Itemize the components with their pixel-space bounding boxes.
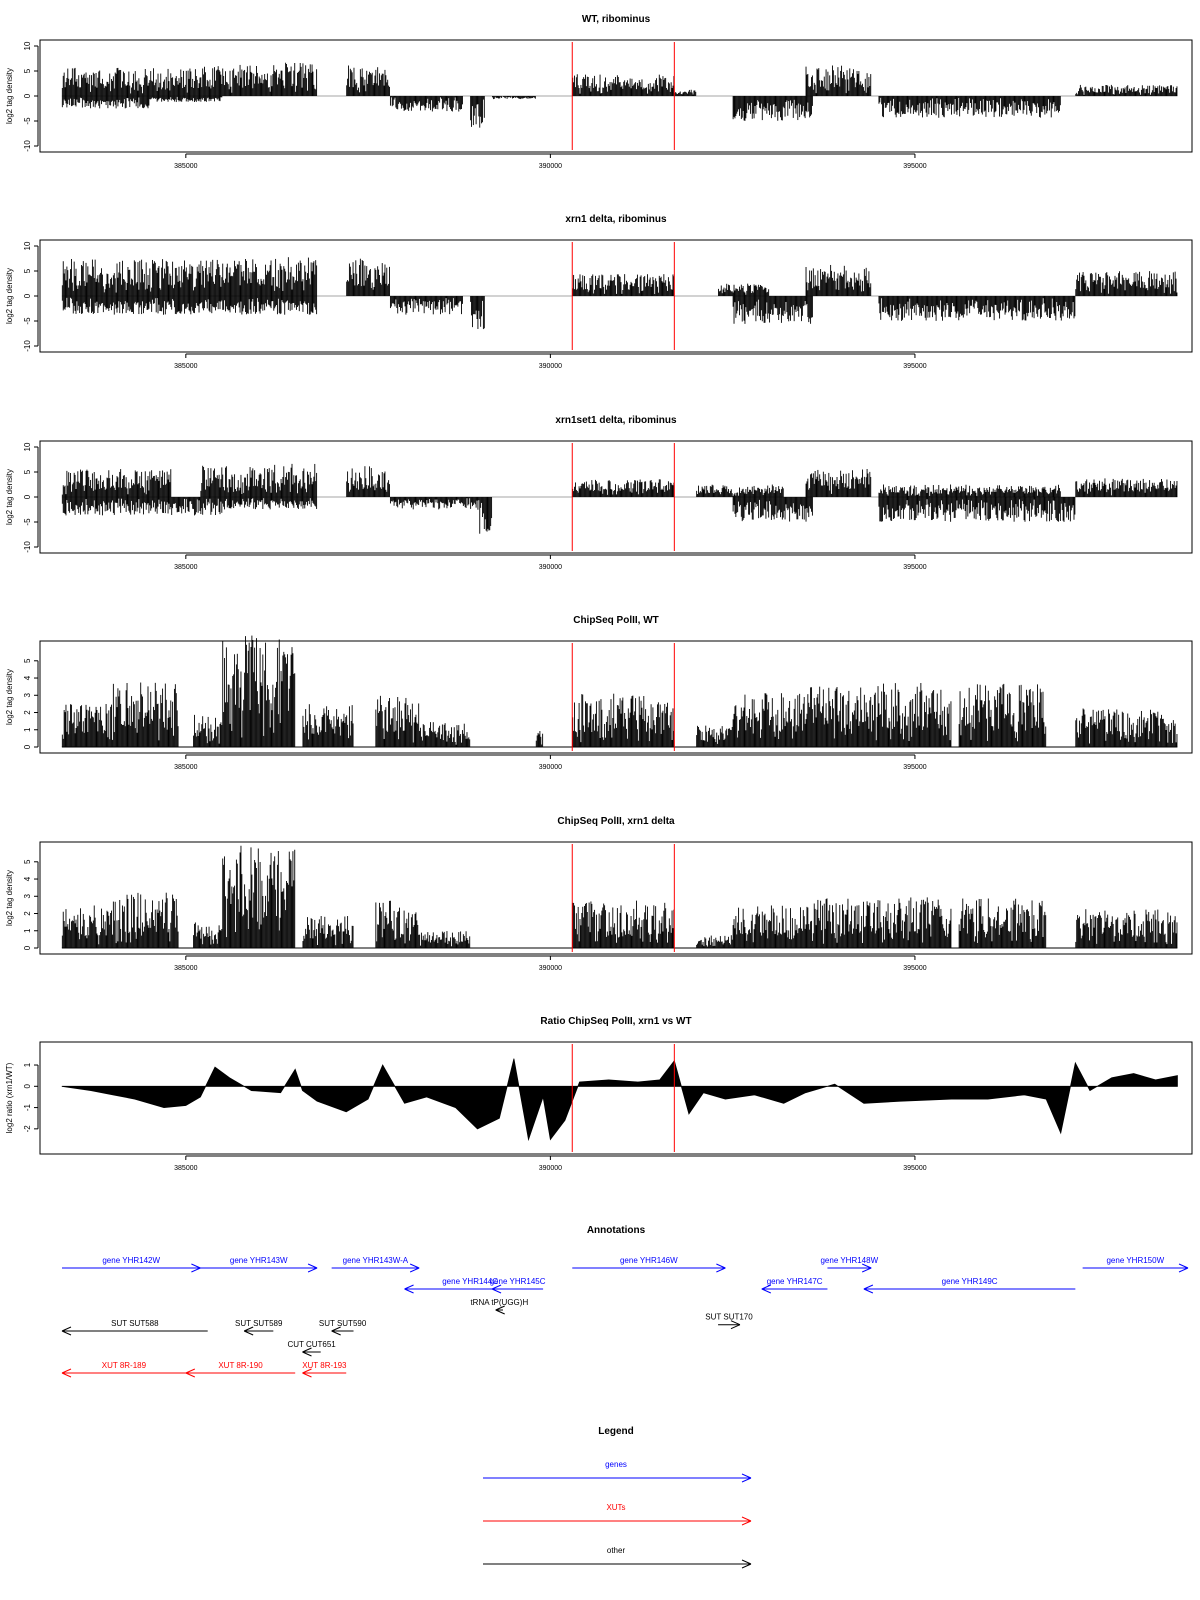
panel-title: xrn1 delta, ribominus — [565, 214, 667, 225]
y-axis-label: log2 tag density — [5, 68, 14, 124]
y-tick-label: 3 — [23, 693, 32, 698]
x-tick-label: 395000 — [903, 363, 926, 370]
panel-3: xrn1set1 delta, ribominus log2 tag densit… — [5, 415, 1193, 571]
plot-frame — [39, 39, 1193, 153]
panel-title: WT, ribominus — [582, 14, 651, 25]
data-marks — [61, 257, 1178, 330]
data-marks — [61, 635, 1178, 748]
y-axis-label: log2 tag density — [5, 268, 14, 324]
x-tick-label: 390000 — [539, 363, 562, 370]
y-tick-label: 5 — [23, 68, 32, 73]
y-tick-label: -5 — [23, 518, 32, 526]
y-tick-label: 10 — [23, 442, 32, 451]
x-tick-label: 390000 — [539, 163, 562, 170]
y-tick-label: 2 — [23, 710, 32, 715]
y-tick-label: 5 — [23, 658, 32, 663]
y-tick-label: 10 — [23, 41, 32, 50]
data-marks — [61, 463, 1178, 534]
x-tick-label: 390000 — [539, 564, 562, 571]
y-tick-label: -10 — [23, 340, 32, 352]
x-tick-label: 385000 — [174, 163, 197, 170]
y-tick-label: -10 — [23, 541, 32, 553]
y-tick-label: 4 — [23, 675, 32, 680]
y-tick-label: -5 — [23, 117, 32, 125]
x-tick-label: 385000 — [174, 363, 197, 370]
x-tick-label: 385000 — [174, 564, 197, 571]
x-tick-label: 395000 — [903, 564, 926, 571]
y-tick-label: -5 — [23, 317, 32, 325]
panel-title: ChipSeq PolII, WT — [573, 615, 659, 626]
y-tick-label: 5 — [23, 469, 32, 474]
panel-2: xrn1 delta, ribominus log2 tag density -10… — [5, 214, 1193, 370]
y-axis-label: log2 tag density — [5, 469, 14, 525]
x-tick-label: 395000 — [903, 163, 926, 170]
y-tick-label: 10 — [23, 241, 32, 250]
panel-title: xrn1set1 delta, ribominus — [555, 415, 677, 426]
y-tick-label: 1 — [23, 727, 32, 732]
y-tick-label: 0 — [23, 293, 32, 298]
plot-frame — [39, 440, 1193, 554]
data-marks — [61, 62, 1178, 128]
panel-1: WT, ribominus log2 tag density -10 -5 0 5 10 38… — [5, 14, 1193, 170]
plot-frame — [39, 239, 1193, 353]
y-tick-label: -10 — [23, 140, 32, 152]
y-axis-label: log2 tag density — [5, 669, 14, 725]
y-tick-label: 0 — [23, 494, 32, 499]
y-tick-label: 0 — [23, 744, 32, 749]
y-tick-label: 0 — [23, 93, 32, 98]
y-tick-label: 5 — [23, 268, 32, 273]
